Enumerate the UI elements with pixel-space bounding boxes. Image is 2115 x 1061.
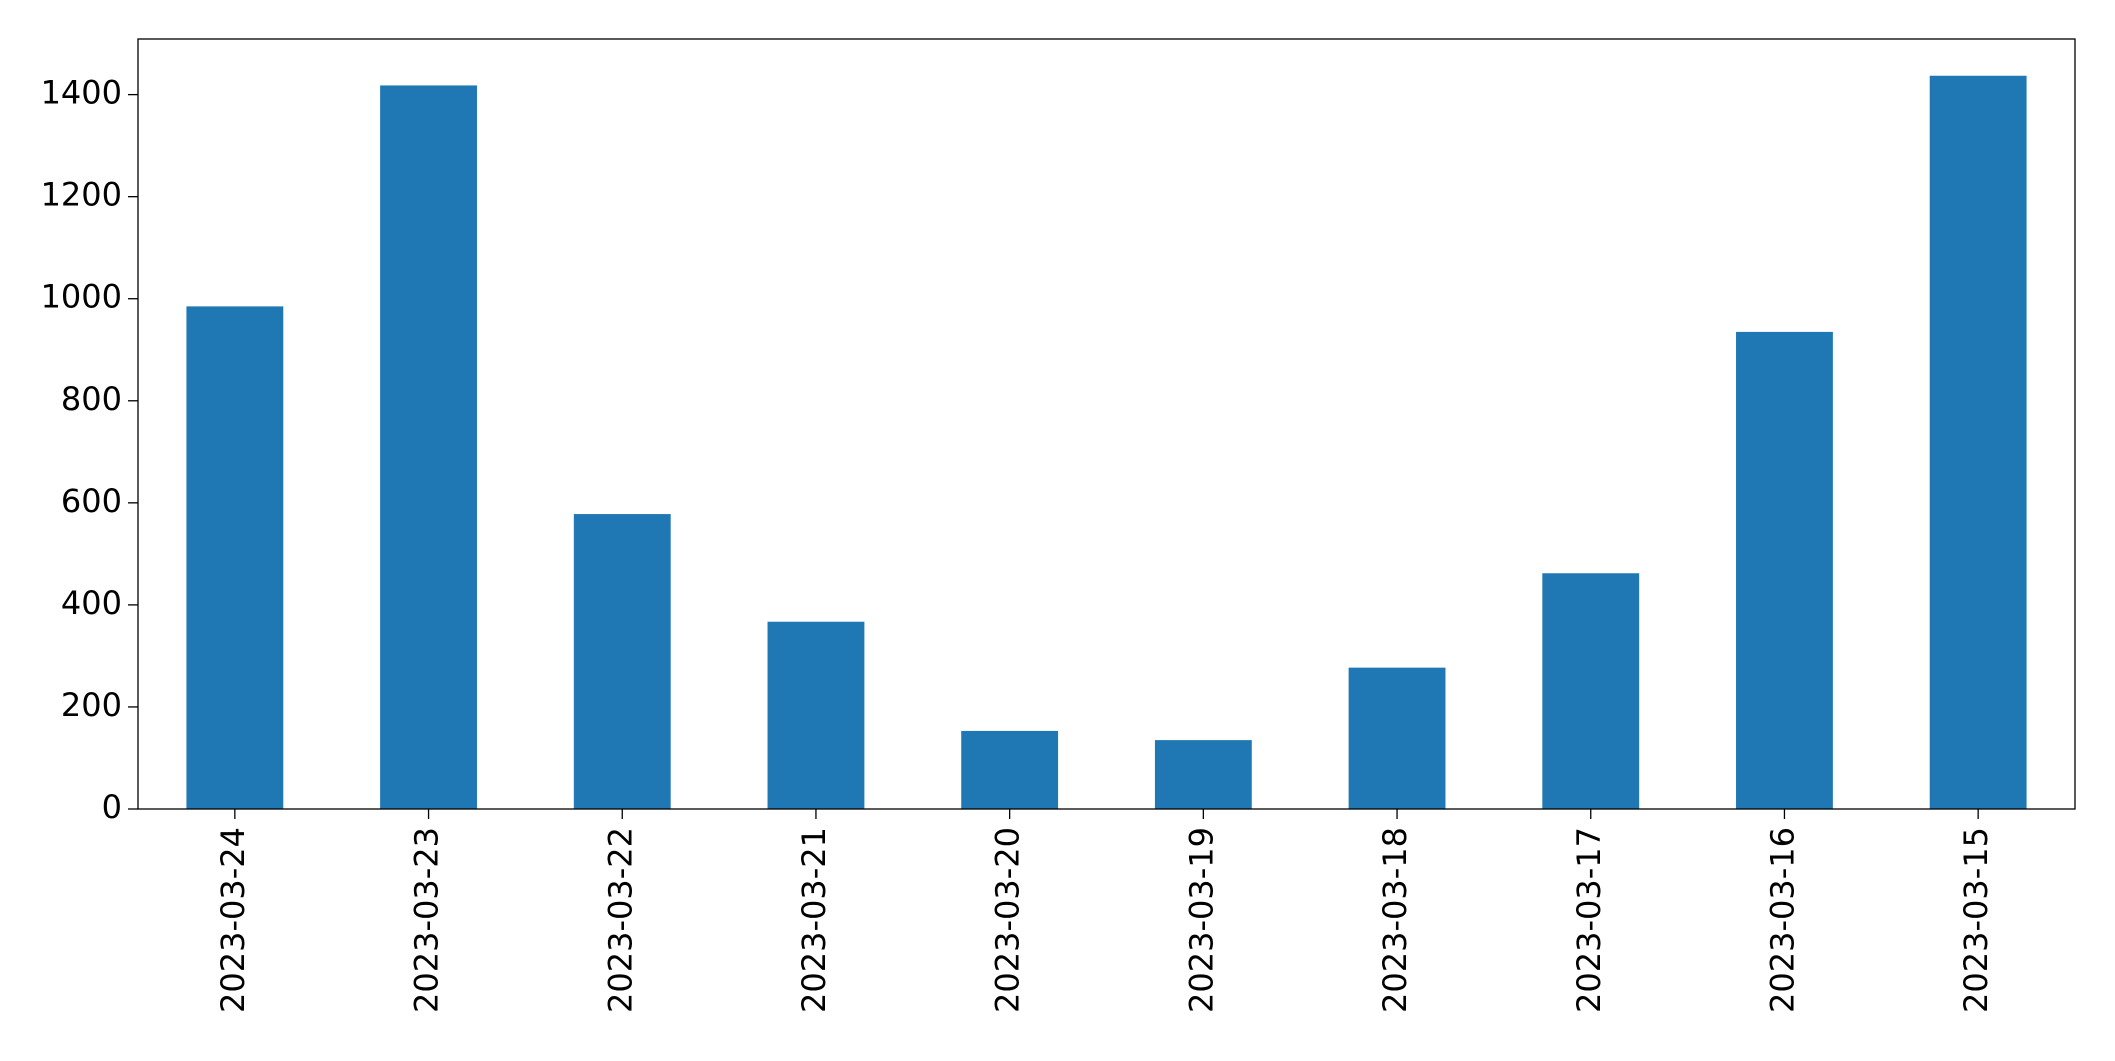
y-tick-label: 600 (61, 482, 122, 520)
y-tick-label: 1200 (41, 176, 122, 214)
y-tick-label: 800 (61, 380, 122, 418)
bar (1929, 75, 2027, 809)
bar (767, 621, 865, 809)
bar (380, 85, 477, 810)
x-tick-label: 2023-03-24 (214, 827, 252, 1013)
bar (1154, 740, 1252, 809)
bar (1736, 331, 1833, 809)
x-tick-label: 2023-03-16 (1763, 827, 1801, 1013)
x-tick-label: 2023-03-17 (1570, 827, 1608, 1013)
x-tick-label: 2023-03-18 (1376, 827, 1414, 1013)
bar (1348, 667, 1446, 809)
x-tick-label: 2023-03-20 (989, 827, 1027, 1013)
y-tick-label: 0 (102, 788, 122, 826)
bar (1542, 573, 1640, 809)
y-tick-label: 1000 (41, 278, 122, 316)
bar (186, 306, 284, 809)
x-tick-label: 2023-03-22 (601, 827, 639, 1013)
y-tick-label: 1400 (41, 74, 122, 112)
x-tick-label: 2023-03-21 (795, 827, 833, 1013)
plot-frame (137, 38, 2076, 810)
x-tick-label: 2023-03-23 (408, 827, 446, 1013)
x-tick-label: 2023-03-19 (1182, 827, 1220, 1013)
bar (961, 730, 1059, 809)
y-tick-label: 400 (61, 584, 122, 622)
x-tick-label: 2023-03-15 (1957, 827, 1995, 1013)
y-tick-label: 200 (61, 686, 122, 724)
bar (573, 514, 671, 809)
